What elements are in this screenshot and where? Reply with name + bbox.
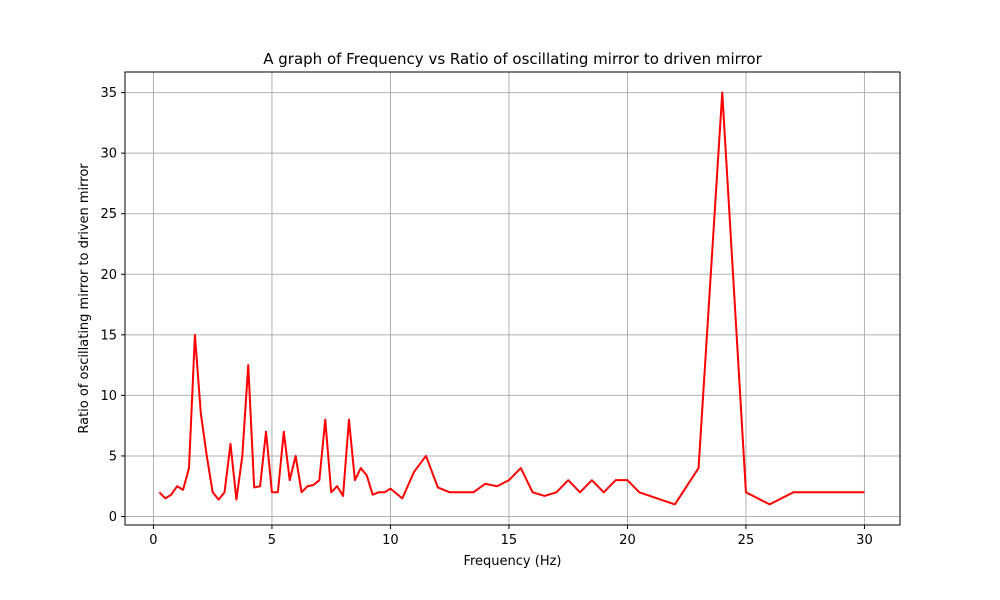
y-tick-label: 30: [100, 147, 117, 162]
chart-title: A graph of Frequency vs Ratio of oscilla…: [263, 50, 762, 68]
x-axis: 0 5 10 15 20 25 30: [149, 525, 873, 548]
y-tick-label: 35: [100, 86, 117, 101]
x-tick-label: 30: [856, 533, 873, 548]
y-tick-label: 15: [100, 328, 117, 343]
y-tick-label: 10: [100, 389, 117, 404]
x-tick-label: 10: [382, 533, 399, 548]
y-tick-label: 5: [109, 449, 117, 464]
series-line: [158, 91, 865, 506]
y-tick-label: 25: [100, 207, 117, 222]
x-tick-label: 5: [268, 533, 276, 548]
x-tick-label: 20: [619, 533, 636, 548]
y-axis: 0 5 10 15 20 25 30 35: [100, 86, 125, 525]
x-tick-label: 15: [501, 533, 518, 548]
x-tick-label: 25: [738, 533, 755, 548]
y-tick-label: 0: [109, 510, 117, 525]
y-tick-label: 20: [100, 268, 117, 283]
grid: [125, 72, 900, 525]
plot-frame: [124, 71, 901, 526]
series-layer: [158, 91, 865, 506]
y-axis-label: Ratio of oscillating mirror to driven mi…: [77, 163, 92, 434]
x-axis-label: Frequency (Hz): [463, 554, 561, 569]
x-tick-label: 0: [149, 533, 157, 548]
